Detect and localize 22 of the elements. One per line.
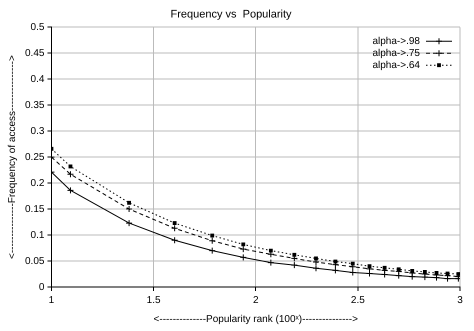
y-tick-label: 0.2 bbox=[30, 178, 45, 189]
y-tick-label: 0.3 bbox=[30, 126, 45, 137]
x-tick-label: 1 bbox=[48, 294, 55, 306]
y-tick-label: 0.35 bbox=[24, 100, 45, 111]
chart-title: Frequency vs Popularity bbox=[170, 8, 292, 21]
legend-label: alpha->.64 bbox=[372, 60, 420, 71]
x-tick-label: 1.5 bbox=[146, 294, 161, 306]
y-tick-label: 0.1 bbox=[30, 230, 45, 241]
y-tick-label: 0.5 bbox=[30, 22, 45, 33]
y-tick-label: 0.4 bbox=[30, 74, 45, 85]
y-tick-label: 0.25 bbox=[24, 152, 45, 163]
x-tick-label: 2.5 bbox=[350, 294, 366, 306]
x-tick-label: 2 bbox=[252, 294, 259, 306]
x-tick-label: 3 bbox=[457, 294, 464, 306]
y-axis-title: <---------------Frequency of access---------------> bbox=[6, 55, 18, 260]
x-axis-title: <--------------Popularity rank (100ˣ)---------------> bbox=[154, 314, 358, 325]
legend-label: alpha->.75 bbox=[372, 48, 420, 59]
y-tick-label: 0.15 bbox=[24, 204, 45, 215]
legend-label: alpha->.98 bbox=[372, 36, 420, 47]
y-tick-label: 0.45 bbox=[24, 48, 45, 59]
y-tick-label: 0.05 bbox=[24, 256, 45, 267]
y-tick-label: 0 bbox=[38, 282, 45, 293]
